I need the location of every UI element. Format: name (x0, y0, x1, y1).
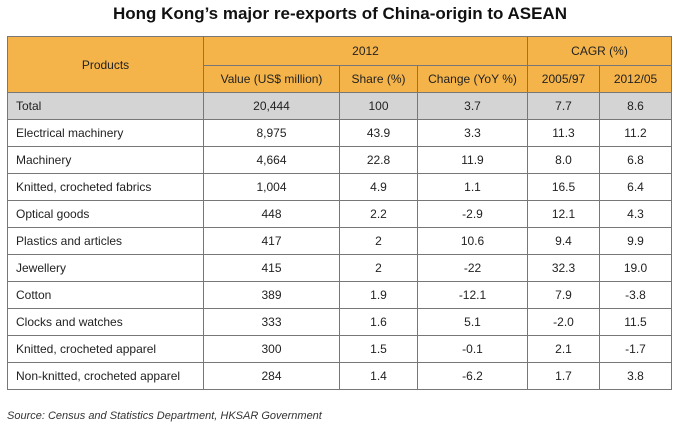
cell-value: 415 (203, 254, 340, 282)
cell-value: 8,975 (203, 119, 340, 147)
cell-product: Knitted, crocheted fabrics (7, 173, 204, 201)
header-cagr-2012-05: 2012/05 (598, 65, 673, 93)
cell-cagr-2012-05: 6.8 (598, 146, 673, 174)
cell-change: 3.7 (417, 92, 528, 120)
header-cagr-2005-97: 2005/97 (527, 65, 600, 93)
cell-cagr-2005-97: 2.1 (527, 335, 600, 363)
cell-value: 300 (203, 335, 340, 363)
cell-value: 389 (203, 281, 340, 309)
cell-share: 43.9 (339, 119, 418, 147)
cell-share: 2.2 (339, 200, 418, 228)
cell-cagr-2012-05: 4.3 (598, 200, 673, 228)
cell-value: 417 (203, 227, 340, 255)
cell-value: 20,444 (203, 92, 340, 120)
table-row: Knitted, crocheted fabrics 1,004 4.9 1.1 16.… (7, 173, 673, 201)
cell-change: -0.1 (417, 335, 528, 363)
cell-cagr-2012-05: 8.6 (598, 92, 673, 120)
cell-cagr-2012-05: 11.5 (598, 308, 673, 336)
cell-value: 448 (203, 200, 340, 228)
table-row: Clocks and watches 333 1.6 5.1 -2.0 11.5 (7, 308, 673, 336)
cell-share: 2 (339, 254, 418, 282)
table-row: Optical goods 448 2.2 -2.9 12.1 4.3 (7, 200, 673, 228)
cell-product: Machinery (7, 146, 204, 174)
table-row: Non-knitted, crocheted apparel 284 1.4 -6.2… (7, 362, 673, 390)
table-row: Plastics and articles 417 2 10.6 9.4 9.9 (7, 227, 673, 255)
cell-cagr-2012-05: 3.8 (598, 362, 673, 390)
cell-cagr-2012-05: 11.2 (598, 119, 673, 147)
header-group-cagr: CAGR (%) (526, 36, 673, 66)
cell-value: 284 (203, 362, 340, 390)
table-row: Cotton 389 1.9 -12.1 7.9 -3.8 (7, 281, 673, 309)
header-share: Share (%) (339, 65, 418, 93)
cell-product: Cotton (7, 281, 204, 309)
table-row: Electrical machinery 8,975 43.9 3.3 11.3 11.2 (7, 119, 673, 147)
cell-cagr-2005-97: 12.1 (527, 200, 600, 228)
cell-share: 100 (339, 92, 418, 120)
cell-cagr-2012-05: 19.0 (598, 254, 673, 282)
cell-cagr-2005-97: 8.0 (527, 146, 600, 174)
cell-change: -2.9 (417, 200, 528, 228)
cell-change: -12.1 (417, 281, 528, 309)
cell-product: Electrical machinery (7, 119, 204, 147)
table-header: Products 2012 CAGR (%) Value (US$ millio… (7, 36, 673, 93)
cell-product: Clocks and watches (7, 308, 204, 336)
cell-cagr-2005-97: 11.3 (527, 119, 600, 147)
source-note: Source: Census and Statistics Department… (7, 410, 322, 422)
table-row: Machinery 4,664 22.8 11.9 8.0 6.8 (7, 146, 673, 174)
table-row: Knitted, crocheted apparel 300 1.5 -0.1 2.1-… (7, 335, 673, 363)
cell-share: 4.9 (339, 173, 418, 201)
cell-cagr-2005-97: 7.7 (527, 92, 600, 120)
cell-value: 333 (203, 308, 340, 336)
cell-cagr-2005-97: 32.3 (527, 254, 600, 282)
cell-share: 1.5 (339, 335, 418, 363)
cell-cagr-2005-97: 16.5 (527, 173, 600, 201)
cell-change: 11.9 (417, 146, 528, 174)
cell-product: Non-knitted, crocheted apparel (7, 362, 204, 390)
page-title: Hong Kong’s major re-exports of China-or… (113, 4, 567, 23)
cell-share: 1.4 (339, 362, 418, 390)
cell-share: 22.8 (339, 146, 418, 174)
table-body: Total 20,444 100 3.7 7.7 8.6 Electrical machin… (7, 92, 673, 390)
header-value: Value (US$ million) (203, 65, 340, 93)
cell-change: 5.1 (417, 308, 528, 336)
cell-change: -22 (417, 254, 528, 282)
table-row-total: Total 20,444 100 3.7 7.7 8.6 (7, 92, 673, 120)
cell-cagr-2005-97: 7.9 (527, 281, 600, 309)
cell-value: 1,004 (203, 173, 340, 201)
cell-product: Total (7, 92, 204, 120)
cell-cagr-2012-05: -1.7 (598, 335, 673, 363)
cell-cagr-2005-97: 1.7 (527, 362, 600, 390)
cell-product: Knitted, crocheted apparel (7, 335, 204, 363)
cell-change: 3.3 (417, 119, 528, 147)
header-products: Products (7, 36, 204, 93)
header-change: Change (YoY %) (417, 65, 528, 93)
cell-change: -6.2 (417, 362, 528, 390)
header-group-2012: 2012 (203, 36, 528, 66)
cell-product: Plastics and articles (7, 227, 204, 255)
cell-cagr-2012-05: 9.9 (598, 227, 673, 255)
cell-share: 1.9 (339, 281, 418, 309)
cell-product: Optical goods (7, 200, 204, 228)
cell-cagr-2012-05: -3.8 (598, 281, 673, 309)
cell-cagr-2012-05: 6.4 (598, 173, 673, 201)
re-exports-table: Products 2012 CAGR (%) Value (US$ millio… (7, 36, 673, 390)
cell-product: Jewellery (7, 254, 204, 282)
cell-change: 10.6 (417, 227, 528, 255)
cell-cagr-2005-97: 9.4 (527, 227, 600, 255)
cell-cagr-2005-97: -2.0 (527, 308, 600, 336)
data-table-container: Products 2012 CAGR (%) Value (US$ millio… (7, 36, 673, 390)
table-row: Jewellery 415 2 -22 32.3 19.0 (7, 254, 673, 282)
cell-share: 2 (339, 227, 418, 255)
cell-value: 4,664 (203, 146, 340, 174)
cell-change: 1.1 (417, 173, 528, 201)
cell-share: 1.6 (339, 308, 418, 336)
